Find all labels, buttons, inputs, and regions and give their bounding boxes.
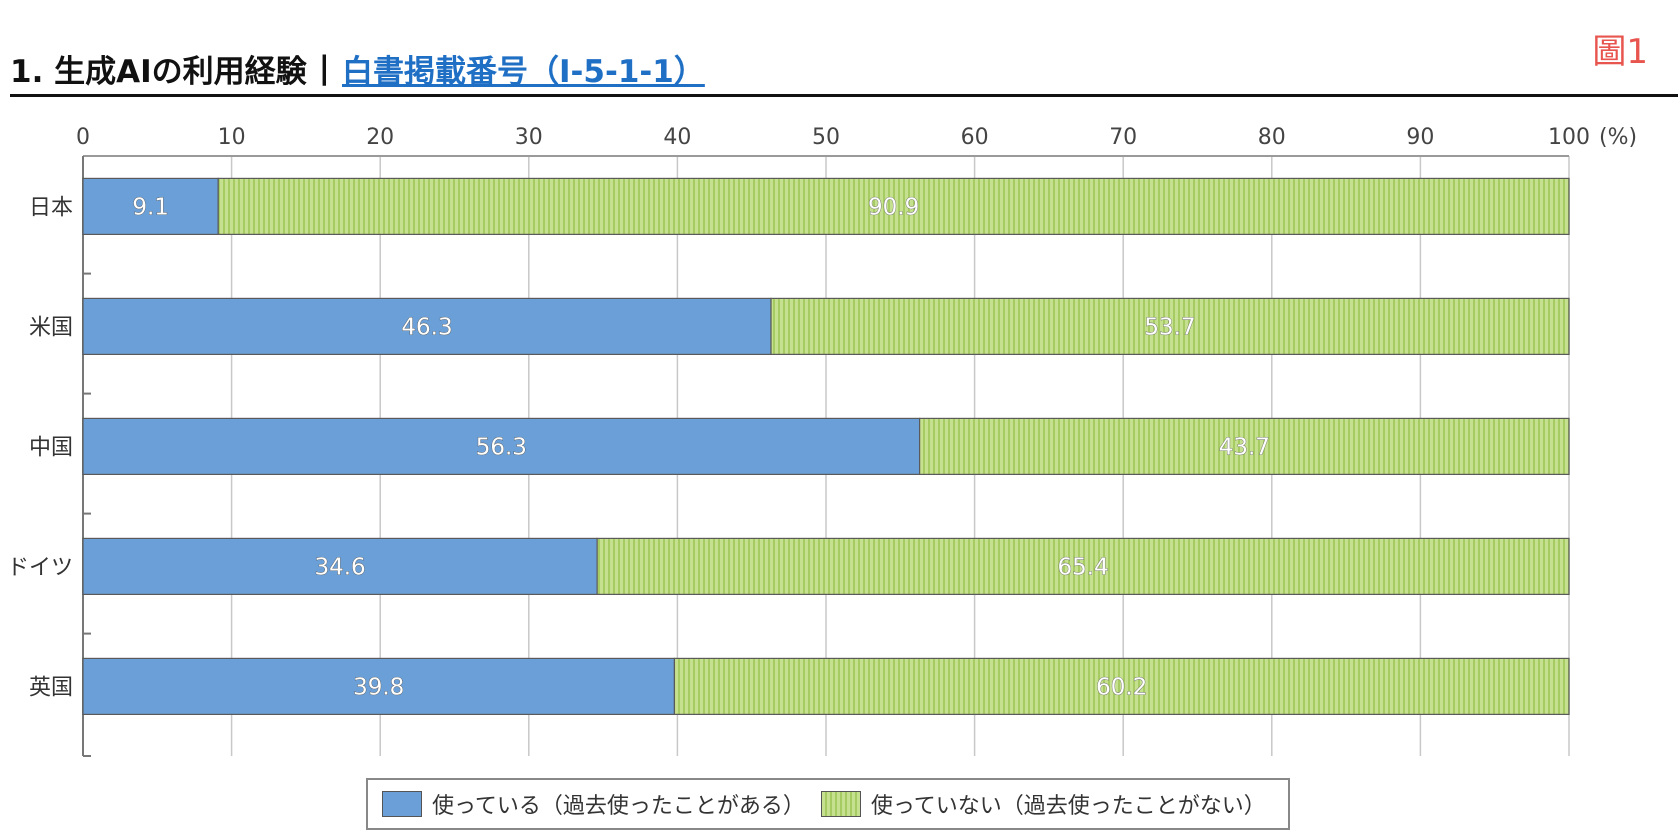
stacked-bar-chart: 0 10 20 30 40 50 60 70 80 90 100 (%) 日本 9.1 90.9 米国 46.3…	[7, 125, 1637, 757]
bar-not-used	[217, 177, 1570, 236]
legend-swatch-not-used	[820, 791, 861, 817]
legend-swatch-used	[382, 791, 422, 817]
legend-label-not-used: 使っていない（過去使ったことがない）	[870, 794, 1266, 819]
category-label: 米国	[29, 315, 73, 340]
category-label: ドイツ	[7, 555, 73, 580]
section-header: 1. 生成AIの利用経験 | 白書掲載番号（Ⅰ-5-1-1）	[10, 44, 705, 92]
data-label: 60.2	[1096, 674, 1147, 700]
x-tick-label: 100	[1548, 125, 1590, 150]
bar-not-used	[596, 537, 1570, 595]
data-label: 39.8	[353, 674, 404, 700]
legend-item-not-used: 使っていない（過去使ったことがない）	[820, 788, 1266, 820]
bar-not-used	[770, 297, 1570, 355]
category-label: 中国	[29, 435, 73, 460]
legend-item-used: 使っている（過去使ったことがある）	[382, 788, 805, 820]
bar-used	[82, 537, 598, 595]
x-unit-label: (%)	[1599, 125, 1637, 150]
bar-used	[82, 297, 772, 355]
x-tick-label: 50	[812, 125, 840, 150]
data-label: 34.6	[314, 554, 365, 580]
x-tick-label: 70	[1109, 125, 1137, 150]
title-separator: |	[318, 50, 330, 86]
figure-label: 圖1	[1592, 32, 1648, 72]
bar-not-used	[919, 417, 1570, 475]
bar-not-used	[673, 657, 1570, 716]
legend-label-used: 使っている（過去使ったことがある）	[432, 794, 805, 819]
section-title: 1. 生成AIの利用経験	[10, 53, 307, 90]
data-label: 46.3	[401, 314, 452, 340]
x-tick-label: 30	[515, 125, 543, 150]
x-tick-label: 20	[366, 125, 394, 150]
x-tick-label: 90	[1406, 125, 1434, 150]
data-label: 56.3	[476, 434, 527, 460]
white-paper-link[interactable]: 白書掲載番号（Ⅰ-5-1-1）	[342, 53, 705, 90]
data-label: 65.4	[1057, 554, 1108, 580]
data-label: 43.7	[1219, 434, 1270, 460]
header-divider	[10, 94, 1678, 97]
x-tick-label: 60	[961, 125, 989, 150]
chart-legend: 使っている（過去使ったことがある） 使っていない（過去使ったことがない）	[366, 778, 1290, 830]
data-label: 90.9	[868, 194, 919, 220]
category-label: 日本	[29, 195, 73, 220]
category-label: 英国	[29, 675, 73, 700]
data-label: 9.1	[132, 194, 169, 220]
x-tick-label: 0	[76, 125, 90, 150]
x-tick-label: 40	[663, 125, 691, 150]
x-tick-label: 80	[1258, 125, 1286, 150]
bar-used	[82, 177, 219, 236]
data-label: 53.7	[1144, 314, 1195, 340]
x-tick-label: 10	[218, 125, 246, 150]
